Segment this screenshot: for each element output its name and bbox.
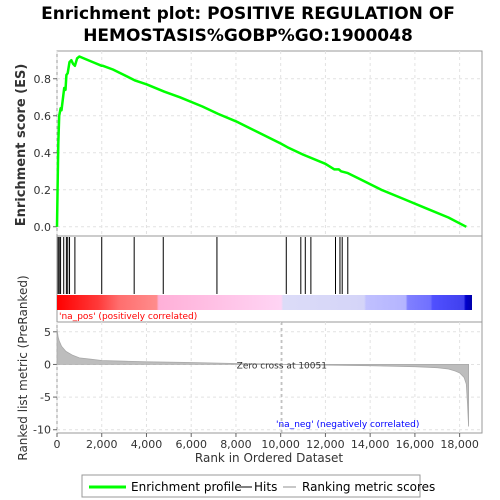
x-tick-label: 0 — [54, 438, 61, 451]
es-tick-label: 0.0 — [34, 221, 52, 234]
x-ticks: 0 2,000 4,000 6,000 8,000 10,000 12,000 14,000 1… — [54, 433, 479, 451]
chart-title-line-2: HEMOSTASIS%GOBP%GO:1900048 — [83, 26, 413, 46]
x-tick-label: 14,000 — [351, 438, 390, 451]
x-tick-label: 6,000 — [175, 438, 207, 451]
metric-tick-label: -10 — [33, 424, 51, 437]
metric-tick-label: 5 — [44, 326, 51, 339]
neg-label: 'na_neg' (negatively correlated) — [276, 420, 419, 430]
es-axis-label: Enrichment score (ES) — [14, 64, 29, 227]
metric-axis-label: Ranked list metric (PreRanked) — [16, 275, 30, 460]
es-y-ticks: 0.0 0.2 0.4 0.6 0.8 — [34, 73, 58, 234]
pos-label: 'na_pos' (positively correlated) — [59, 312, 197, 322]
x-tick-label: 2,000 — [86, 438, 118, 451]
x-tick-label: 16,000 — [396, 438, 435, 451]
metric-panel — [57, 322, 482, 433]
x-tick-label: 18,000 — [440, 438, 479, 451]
legend-label-hits: Hits — [254, 480, 277, 494]
x-tick-label: 8,000 — [220, 438, 252, 451]
x-tick-label: 12,000 — [306, 438, 345, 451]
x-tick-label: 4,000 — [131, 438, 163, 451]
es-tick-label: 0.6 — [34, 110, 52, 123]
legend-label-metric: Ranking metric scores — [302, 480, 435, 494]
legend-label-profile: Enrichment profile — [131, 480, 242, 494]
metric-tick-label: 0 — [44, 358, 51, 371]
es-tick-label: 0.8 — [34, 73, 52, 86]
ranking-color-bar — [57, 295, 472, 310]
metric-tick-label: -5 — [40, 391, 51, 404]
es-tick-label: 0.2 — [34, 184, 52, 197]
metric-y-ticks: 5 0 -5 -10 — [33, 326, 57, 437]
es-tick-label: 0.4 — [34, 147, 52, 160]
x-tick-label: 10,000 — [261, 438, 300, 451]
x-axis-label: Rank in Ordered Dataset — [195, 451, 343, 465]
zero-cross-label: Zero cross at 10051 — [237, 361, 327, 371]
chart-title-line-1: Enrichment plot: POSITIVE REGULATION OF — [41, 4, 455, 24]
